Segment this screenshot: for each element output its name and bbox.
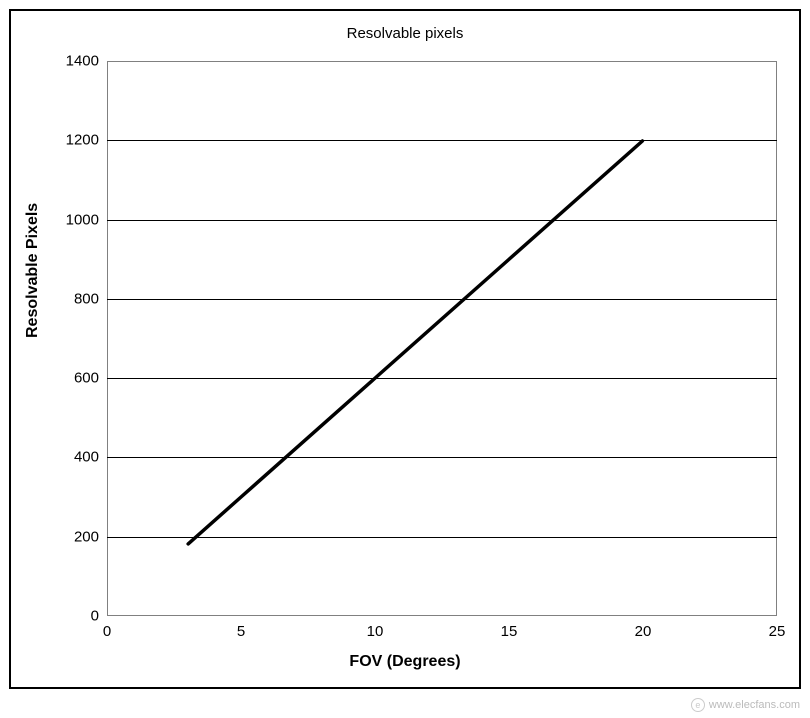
- y-tick-label: 600: [49, 370, 99, 387]
- gridline-h: [107, 378, 777, 379]
- y-tick-label: 1400: [49, 53, 99, 70]
- gridline-h: [107, 299, 777, 300]
- y-tick-label: 1200: [49, 132, 99, 149]
- x-tick-label: 20: [635, 623, 652, 640]
- watermark: e www.elecfans.com: [691, 698, 800, 712]
- x-tick-label: 0: [103, 623, 111, 640]
- x-tick-label: 10: [367, 623, 384, 640]
- plot-area: [107, 61, 777, 616]
- x-tick-label: 25: [769, 623, 786, 640]
- gridline-h: [107, 457, 777, 458]
- x-axis-label: FOV (Degrees): [11, 653, 799, 671]
- gridline-h: [107, 140, 777, 141]
- gridline-h: [107, 220, 777, 221]
- y-axis-label: Resolvable Pixels: [24, 203, 42, 338]
- watermark-text: www.elecfans.com: [709, 699, 800, 711]
- y-tick-label: 0: [49, 608, 99, 625]
- y-tick-label: 200: [49, 528, 99, 545]
- y-tick-label: 400: [49, 449, 99, 466]
- y-tick-label: 800: [49, 290, 99, 307]
- data-line: [188, 141, 642, 544]
- x-tick-label: 15: [501, 623, 518, 640]
- y-axis-label-text: Resolvable Pixels: [24, 203, 41, 338]
- watermark-icon: e: [691, 698, 705, 712]
- chart-svg: [108, 62, 776, 615]
- chart-frame: Resolvable pixels 0200400600800100012001…: [9, 9, 801, 689]
- chart-title: Resolvable pixels: [11, 25, 799, 42]
- gridline-h: [107, 537, 777, 538]
- y-tick-label: 1000: [49, 211, 99, 228]
- x-tick-label: 5: [237, 623, 245, 640]
